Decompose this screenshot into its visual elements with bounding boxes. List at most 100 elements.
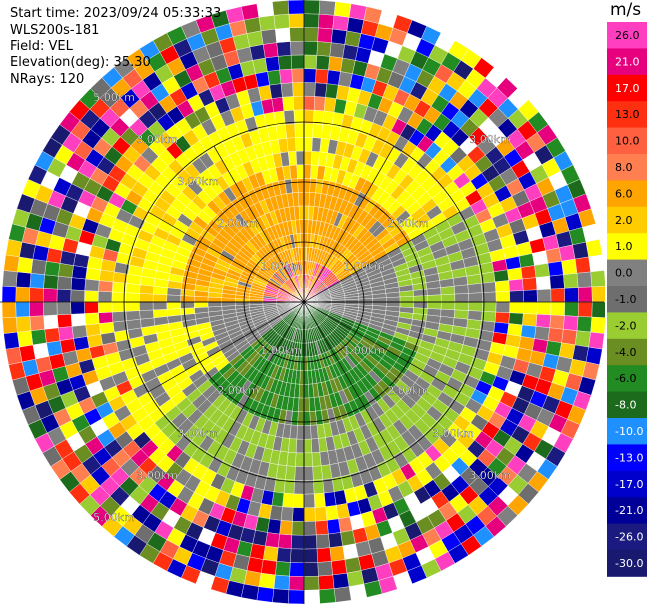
range-gate <box>509 290 524 303</box>
range-gate <box>84 312 100 326</box>
range-gate <box>303 466 314 481</box>
range-gate <box>260 559 277 576</box>
colorbar-tick-label: -2.0 <box>615 319 636 332</box>
range-gate <box>494 280 510 293</box>
colorbar-tick-label: -30.0 <box>615 557 643 570</box>
colorbar-swatch <box>607 74 647 102</box>
range-gate <box>272 0 290 16</box>
range-gate <box>316 533 330 549</box>
range-gate <box>413 301 428 309</box>
range-gate <box>303 397 310 412</box>
range-gate <box>279 520 293 536</box>
range-ring-label: 3.00km <box>469 469 511 482</box>
range-gate <box>303 356 308 371</box>
range-gate <box>99 321 115 335</box>
range-gate <box>303 534 318 550</box>
range-gate <box>311 137 322 152</box>
nrays-label: NRays: 120 <box>10 72 85 87</box>
range-gate <box>46 340 63 357</box>
range-gate <box>314 82 328 98</box>
range-gate <box>258 573 276 589</box>
range-gate <box>311 438 320 453</box>
range-gate <box>372 297 387 303</box>
range-gate <box>467 283 483 294</box>
colorbar-swatch <box>607 22 647 49</box>
range-gate <box>280 82 294 98</box>
range-gate <box>235 301 250 306</box>
range-gate <box>303 589 320 605</box>
range-gate <box>265 532 280 548</box>
range-gate <box>303 137 313 152</box>
range-gate <box>309 411 318 426</box>
range-gate <box>317 561 333 577</box>
range-gate <box>271 97 285 113</box>
range-gate <box>550 288 565 303</box>
range-gate <box>318 0 336 16</box>
range-gate <box>427 294 442 303</box>
range-gate <box>321 464 333 480</box>
range-gate <box>333 586 352 603</box>
range-gate <box>256 586 275 603</box>
range-gate <box>290 534 305 550</box>
range-gate <box>323 491 337 507</box>
range-gate <box>346 570 365 587</box>
range-gate <box>43 274 59 290</box>
range-gate <box>468 292 483 303</box>
azimuth-spoke <box>213 301 305 459</box>
range-gate <box>59 338 76 354</box>
range-gate <box>98 280 114 293</box>
range-gate <box>303 178 311 193</box>
range-gate <box>340 530 356 547</box>
elevation-label: Elevation(deg): 35.30 <box>10 55 151 70</box>
range-gate <box>152 293 168 303</box>
range-gate <box>294 466 305 481</box>
range-gate <box>328 532 343 548</box>
range-gate <box>125 292 140 303</box>
range-gate <box>534 263 550 278</box>
range-gate <box>240 583 260 601</box>
range-gate <box>293 493 305 509</box>
range-gate <box>296 164 305 179</box>
colorbar-swatch <box>607 101 647 128</box>
range-gate <box>276 41 292 57</box>
range-gate <box>303 342 308 358</box>
range-gate <box>44 260 61 277</box>
range-gate <box>279 68 293 84</box>
range-gate <box>43 301 58 316</box>
range-gate <box>221 301 236 307</box>
range-gate <box>29 273 45 289</box>
colorbar-swatch <box>607 338 647 366</box>
range-ring-label: 2.00km <box>387 217 429 230</box>
range-gate <box>258 15 276 31</box>
range-gate <box>3 254 20 273</box>
range-gate <box>318 574 335 591</box>
range-gate <box>70 289 85 303</box>
colorbar-swatch <box>607 523 647 551</box>
range-gate <box>303 82 316 97</box>
colorbar-swatch <box>607 127 647 155</box>
range-gate <box>97 301 113 313</box>
azimuth-spoke <box>147 301 305 393</box>
range-gate <box>269 83 283 99</box>
range-gate <box>70 301 85 315</box>
range-gate <box>275 561 291 577</box>
range-gate <box>288 0 305 15</box>
range-gate <box>289 27 305 42</box>
colorbar-tick-label: -26.0 <box>615 531 643 544</box>
range-gate <box>303 41 318 56</box>
range-gate <box>318 13 335 30</box>
range-gate <box>288 589 305 605</box>
range-gate <box>358 298 373 303</box>
range-gate <box>536 301 552 316</box>
range-gate <box>166 308 182 317</box>
range-gate <box>260 28 277 45</box>
range-ring-label: 3.00km <box>177 175 219 188</box>
range-gate <box>290 54 305 70</box>
colorbar: 26.0 21.0 17.0 13.0 10.0 8.0 6.0 2.0 1.0 0.0 -1.0 -… <box>607 22 647 577</box>
colorbar-tick-label: -4.0 <box>615 346 636 359</box>
range-gate <box>303 493 315 509</box>
range-gate <box>399 301 414 308</box>
range-ring-label: 2.00km <box>217 384 259 397</box>
range-gate <box>275 27 291 43</box>
colorbar-tick-label: -1.0 <box>615 293 636 306</box>
